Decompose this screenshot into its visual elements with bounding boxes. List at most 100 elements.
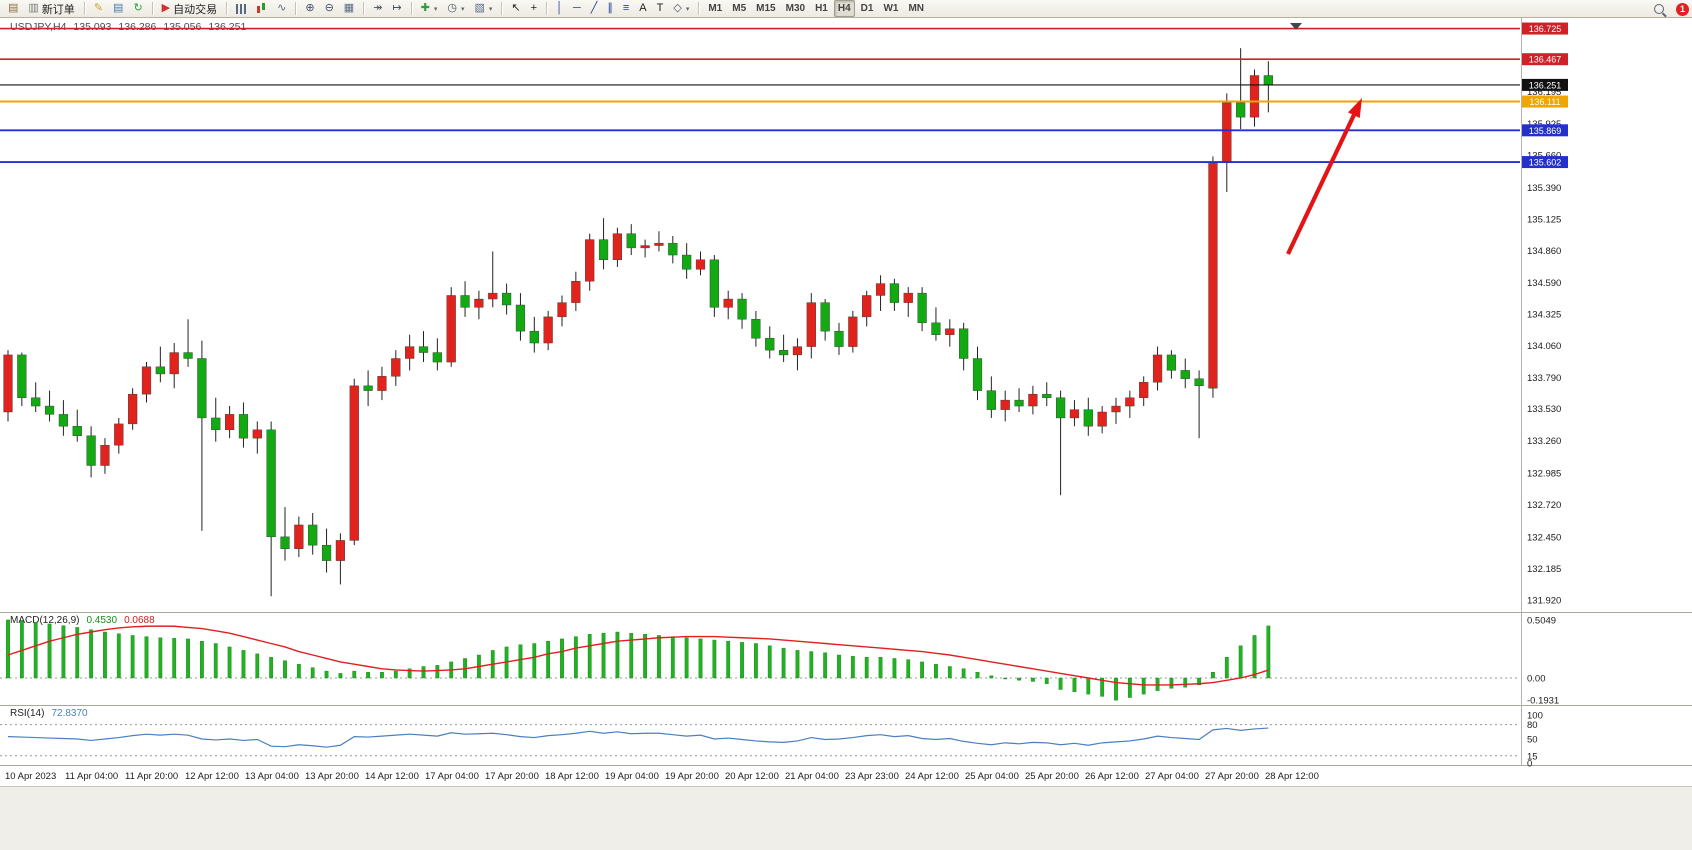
price-chart-canvas[interactable]: 136.195135.925135.660135.390135.125134.8… xyxy=(0,18,1692,786)
auto-trading-button[interactable]: ▶ 自动交易 xyxy=(158,0,221,17)
macd-bar xyxy=(172,638,177,679)
candle-body xyxy=(848,316,858,347)
time-axis-label: 19 Apr 20:00 xyxy=(665,771,719,782)
label-button[interactable]: T xyxy=(653,0,668,17)
rsi-value: 72.8370 xyxy=(51,708,88,719)
macd-bar xyxy=(837,654,841,679)
search-button[interactable] xyxy=(1650,1,1668,18)
timeframe-m1-button[interactable]: M1 xyxy=(704,0,726,17)
candle-body xyxy=(682,254,692,270)
refresh-button[interactable]: ↻ xyxy=(129,0,146,17)
chevron-down-icon: ▾ xyxy=(685,5,690,13)
new-order-icon: ▥ xyxy=(28,2,39,14)
text-icon: A xyxy=(639,2,647,14)
candle-body xyxy=(17,354,27,398)
chart-shift-button[interactable]: ↦ xyxy=(388,0,405,17)
magnifier-icon xyxy=(1654,4,1664,14)
timeframe-m15-button[interactable]: M15 xyxy=(752,0,779,17)
macd-bar xyxy=(158,637,163,679)
macd-bar xyxy=(366,672,370,679)
chart-window-icon: ▤ xyxy=(8,2,19,14)
price-axis-label: 132.720 xyxy=(1527,500,1561,511)
fibonacci-icon: ≡ xyxy=(622,2,630,14)
timeframe-mn-button[interactable]: MN xyxy=(904,0,928,17)
time-axis-label: 28 Apr 12:00 xyxy=(1265,771,1319,782)
metaeditor-button[interactable]: ✎ xyxy=(90,0,107,17)
trendline-icon: ╱ xyxy=(590,2,598,14)
timeframe-w1-button[interactable]: W1 xyxy=(879,0,902,17)
macd-bar xyxy=(1114,677,1118,701)
macd-bar xyxy=(407,668,412,679)
ohlc-close: 136.251 xyxy=(208,21,247,33)
timeframe-m30-button[interactable]: M30 xyxy=(782,0,809,17)
chart-shift-marker[interactable] xyxy=(1290,23,1302,30)
time-axis-label: 14 Apr 12:00 xyxy=(365,771,419,782)
indicators-button[interactable]: ✚ ▾ xyxy=(417,0,442,17)
macd-scale-label: -0.1931 xyxy=(1527,696,1559,707)
macd-bar xyxy=(629,632,634,679)
macd-bar xyxy=(1266,625,1271,679)
toolbar-items: ▤ ▥ 新订单 ✎ ▤ ↻ ▶ 自动交易 ∿ ⊕ ⊖ ▦ ↠ ↦ ✚ ▾ ◷ ▾ ▧ ▾ ↖ + │ ─ ╱ ∥ ≡ A T ◇ ▾ M1 M5… xyxy=(3,0,929,17)
timeframe-h4-button-label: H4 xyxy=(837,3,851,14)
channel-icon: ∥ xyxy=(607,2,613,14)
vertical-line-icon: │ xyxy=(556,2,563,14)
candlestick-chart-button[interactable] xyxy=(252,0,271,17)
macd-bar xyxy=(352,670,357,679)
macd-bar xyxy=(421,666,426,679)
horizontal-line-button[interactable]: ─ xyxy=(569,0,585,17)
new-chart-button[interactable]: ▤ xyxy=(109,0,127,17)
macd-bar xyxy=(213,643,218,679)
macd-bar xyxy=(587,634,592,679)
price-axis-label: 135.125 xyxy=(1527,214,1561,225)
bar-chart-button[interactable] xyxy=(232,0,250,17)
trend-arrow-head[interactable] xyxy=(1347,98,1362,118)
fibonacci-button[interactable]: ≡ xyxy=(619,0,633,17)
zoom-in-button[interactable]: ⊕ xyxy=(301,0,318,17)
timeframe-d1-button[interactable]: D1 xyxy=(857,0,878,17)
horizontal-line-icon: ─ xyxy=(572,2,581,14)
auto-scroll-button[interactable]: ↠ xyxy=(369,0,386,17)
new-order-button[interactable]: ▥ 新订单 xyxy=(24,0,78,17)
macd-bar xyxy=(47,623,52,679)
macd-bar xyxy=(1141,677,1146,695)
crosshair-button[interactable]: + xyxy=(527,0,541,17)
notification-badge[interactable]: 1 xyxy=(1676,2,1689,16)
candle-body xyxy=(72,426,82,436)
rsi-scale-label: 15 xyxy=(1527,751,1538,762)
macd-bar xyxy=(6,619,10,679)
candle-body xyxy=(349,385,359,541)
chart-area[interactable]: USDJPY,H4 135.093 136.286 135.056 136.25… xyxy=(0,18,1692,786)
chart-shift-icon: ↦ xyxy=(392,2,402,14)
shapes-button[interactable]: ◇ ▾ xyxy=(669,0,693,17)
period-button[interactable]: ◷ ▾ xyxy=(443,0,468,17)
cursor-button[interactable]: ↖ xyxy=(507,0,524,17)
price-tag-label: 136.467 xyxy=(1529,55,1562,65)
trendline-button[interactable]: ╱ xyxy=(587,0,602,17)
candle-body xyxy=(640,245,650,249)
macd-bar xyxy=(33,622,38,679)
chart-window-button[interactable]: ▤ xyxy=(4,0,22,17)
timeframe-m5-button[interactable]: M5 xyxy=(728,0,750,17)
timeframe-h4-button[interactable]: H4 xyxy=(833,0,855,17)
rsi-scale-label: 0 xyxy=(1527,759,1532,770)
channel-button[interactable]: ∥ xyxy=(603,0,617,17)
tile-windows-button[interactable]: ▦ xyxy=(340,0,358,17)
trend-arrow-shaft[interactable] xyxy=(1286,110,1358,255)
macd-bar xyxy=(1086,677,1091,695)
rsi-line xyxy=(7,727,1269,748)
line-chart-button[interactable]: ∿ xyxy=(273,0,290,17)
text-button[interactable]: A xyxy=(635,0,650,17)
template-button[interactable]: ▧ ▾ xyxy=(470,0,496,17)
candle-body xyxy=(377,376,387,391)
timeframe-w1-button-label: W1 xyxy=(883,3,899,14)
candle-body xyxy=(3,354,13,413)
timeframe-h1-button-label: H1 xyxy=(815,3,828,14)
candle-body xyxy=(308,524,318,546)
timeframe-h1-button[interactable]: H1 xyxy=(811,0,832,17)
macd-bar xyxy=(1100,677,1105,697)
time-axis-label: 17 Apr 04:00 xyxy=(425,771,479,782)
period-icon: ◷ xyxy=(447,2,457,14)
zoom-out-button[interactable]: ⊖ xyxy=(321,0,338,17)
vertical-line-button[interactable]: │ xyxy=(552,0,567,17)
candle-body xyxy=(626,233,636,249)
